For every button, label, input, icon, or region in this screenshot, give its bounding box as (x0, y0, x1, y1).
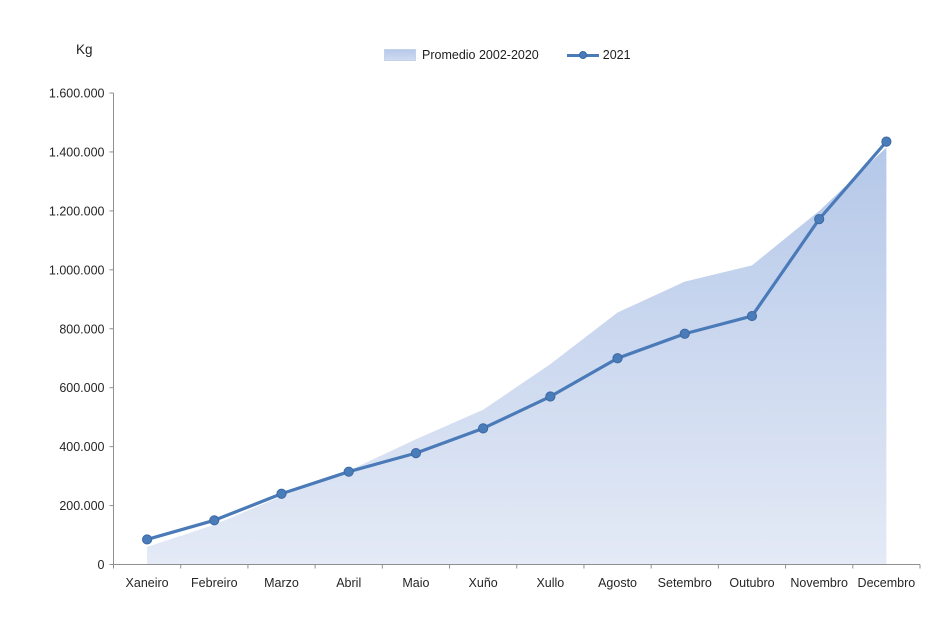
line-2021-path (145, 140, 888, 542)
series-area-promedio (147, 147, 887, 565)
x-tick-label: Xaneiro (126, 576, 169, 590)
y-tick-label: 400.000 (59, 440, 104, 454)
axis-tick-labels: 0 200.000 400.000 600.000 800.000 1.000.000 1.… (49, 87, 915, 591)
data-point-marker (746, 310, 758, 322)
y-tick-label: 200.000 (59, 499, 104, 513)
axes (109, 92, 921, 569)
data-point-marker (343, 466, 354, 477)
x-tick-label: Agosto (598, 576, 637, 590)
data-point-marker (410, 448, 422, 459)
data-point-marker (478, 423, 489, 434)
x-tick-label: Xullo (536, 576, 564, 590)
data-point-marker (545, 391, 556, 402)
data-point-marker (142, 534, 153, 545)
area-swatch-icon (384, 49, 416, 61)
x-tick-label: Febreiro (191, 576, 238, 590)
x-tick-label: Decembro (858, 576, 916, 590)
data-point-marker (814, 214, 825, 225)
x-tick-label: Maio (402, 576, 429, 590)
legend-label-2021: 2021 (602, 48, 631, 62)
chart-legend: Promedio 2002-2020 2021 (384, 45, 631, 65)
data-point-marker (679, 328, 690, 339)
x-tick-label: Setembro (658, 576, 712, 590)
y-axis-unit-label: Kg (76, 42, 93, 57)
data-point-marker (276, 488, 287, 499)
y-tick-label: 1.000.000 (49, 263, 105, 277)
y-tick-label: 1.400.000 (49, 145, 105, 159)
data-point-marker (881, 136, 892, 147)
area-promedio-shape (147, 147, 887, 565)
y-tick-label: 1.200.000 (49, 204, 105, 218)
x-tick-label: Outubro (729, 576, 774, 590)
data-point-marker (612, 353, 623, 364)
y-tick-label: 800.000 (59, 322, 104, 336)
legend-item-2021[interactable]: 2021 (566, 48, 631, 62)
x-tick-label: Novembro (790, 576, 848, 590)
line-marker-swatch-icon (566, 50, 599, 60)
x-tick-label: Marzo (264, 576, 299, 590)
x-tick-label: Abril (336, 576, 361, 590)
data-point-marker (209, 515, 220, 526)
series-line-2021 (142, 136, 892, 545)
y-tick-label: 1.600.000 (49, 87, 105, 101)
x-tick-label: Xuño (469, 576, 498, 590)
legend-label-promedio: Promedio 2002-2020 (422, 48, 539, 62)
y-tick-label: 600.000 (59, 381, 104, 395)
y-tick-label: 0 (98, 558, 105, 572)
legend-item-promedio[interactable]: Promedio 2002-2020 (384, 48, 539, 62)
